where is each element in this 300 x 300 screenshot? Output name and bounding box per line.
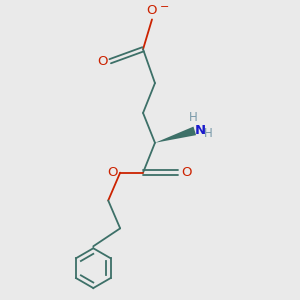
Text: N: N [195, 124, 206, 137]
Polygon shape [155, 127, 196, 143]
Text: O: O [108, 166, 118, 179]
Text: O: O [98, 55, 108, 68]
Text: H: H [188, 111, 197, 124]
Text: −: − [160, 2, 169, 13]
Text: O: O [147, 4, 157, 17]
Text: O: O [181, 166, 191, 179]
Text: H: H [204, 128, 212, 140]
